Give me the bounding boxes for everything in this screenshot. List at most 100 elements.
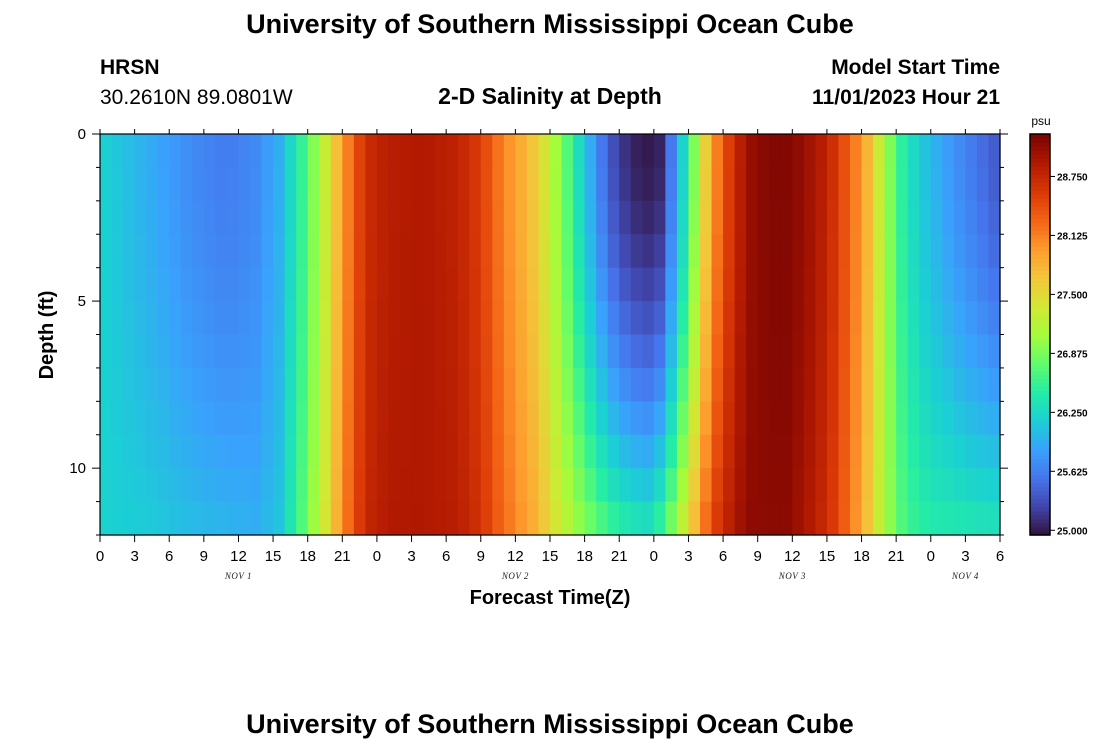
colorbar-segment: [1030, 330, 1050, 336]
heatmap-cell: [273, 434, 286, 469]
heatmap-cell: [388, 367, 401, 402]
heatmap-cell: [261, 134, 274, 169]
page-title-bottom: University of Southern Mississippi Ocean…: [246, 709, 854, 739]
heatmap-cell: [988, 501, 1001, 536]
heatmap-cell: [319, 234, 332, 269]
heatmap-cell: [457, 401, 470, 436]
colorbar-segment: [1030, 422, 1050, 428]
heatmap-cell: [884, 167, 897, 202]
heatmap-cell: [503, 367, 516, 402]
heatmap-cell: [861, 334, 874, 369]
heatmap-cell: [111, 301, 124, 336]
heatmap-cell: [676, 367, 690, 402]
heatmap-cell: [376, 301, 390, 336]
heatmap-cell: [353, 501, 366, 536]
heatmap-cell: [861, 167, 874, 202]
heatmap-cell: [688, 367, 701, 402]
heatmap-cell: [261, 501, 274, 536]
heatmap-cell: [769, 167, 782, 202]
colorbar-segment: [1030, 302, 1050, 308]
colorbar-segment: [1030, 162, 1050, 167]
heatmap-cell: [123, 234, 136, 269]
colorbar-segment: [1030, 294, 1050, 300]
colorbar-segment: [1030, 338, 1050, 344]
heatmap-cell: [123, 367, 136, 402]
heatmap-cell: [884, 267, 897, 302]
heatmap-cell: [769, 200, 782, 235]
heatmap-cell: [734, 267, 747, 302]
colorbar-unit: psu: [1031, 114, 1050, 128]
heatmap-cell: [965, 134, 978, 169]
heatmap-cell: [284, 301, 297, 336]
heatmap-cell: [630, 434, 643, 469]
heatmap-cell: [434, 267, 447, 302]
heatmap-cell: [273, 267, 286, 302]
heatmap-cell: [815, 200, 828, 235]
colorbar-segment: [1030, 230, 1050, 235]
heatmap-cell: [446, 200, 459, 235]
heatmap-cell: [400, 267, 413, 302]
heatmap-cell: [446, 134, 459, 169]
heatmap-cell: [919, 167, 932, 202]
heatmap-cell: [861, 367, 874, 402]
heatmap-cell: [238, 334, 251, 369]
heatmap-cell: [746, 468, 759, 503]
heatmap-cell: [976, 334, 990, 369]
heatmap-cell: [630, 167, 643, 202]
heatmap-cell: [942, 134, 955, 169]
heatmap-cell: [123, 334, 136, 369]
heatmap-cell: [780, 134, 793, 169]
heatmap-cell: [342, 234, 355, 269]
heatmap-cell: [111, 501, 124, 536]
heatmap-cell: [238, 234, 251, 269]
heatmap-cell: [388, 401, 401, 436]
heatmap-cell: [838, 434, 851, 469]
heatmap-cell: [965, 401, 978, 436]
heatmap-cell: [192, 334, 205, 369]
heatmap-cell: [330, 367, 343, 402]
heatmap-cell: [296, 334, 309, 369]
heatmap-cell: [319, 501, 332, 536]
heatmap-cell: [780, 267, 793, 302]
x-tick-label: 0: [650, 548, 658, 565]
heatmap-cell: [700, 200, 713, 235]
heatmap-cell: [273, 468, 286, 503]
heatmap-cell: [630, 367, 643, 402]
heatmap-cell: [723, 468, 736, 503]
heatmap-cell: [803, 367, 816, 402]
heatmap-cell: [480, 200, 493, 235]
heatmap-cell: [942, 234, 955, 269]
heatmap-cell: [526, 167, 540, 202]
heatmap-cell: [711, 401, 724, 436]
heatmap-cell: [492, 134, 505, 169]
heatmap-cell: [896, 468, 909, 503]
heatmap-cell: [550, 334, 563, 369]
heatmap-cell: [907, 167, 920, 202]
heatmap-cell: [446, 167, 459, 202]
heatmap-cell: [365, 367, 378, 402]
heatmap-cell: [273, 334, 286, 369]
heatmap-cell: [492, 167, 505, 202]
heatmap-cell: [388, 334, 401, 369]
heatmap-cell: [365, 134, 378, 169]
colorbar-segment: [1030, 450, 1050, 456]
x-tick-label: 18: [853, 548, 870, 565]
heatmap-cell: [596, 501, 609, 536]
colorbar-segment: [1030, 158, 1050, 163]
heatmap-cell: [803, 468, 816, 503]
colorbar-segment: [1030, 486, 1050, 492]
x-tick-label: 15: [265, 548, 282, 565]
heatmap-cell: [434, 434, 447, 469]
heatmap-cell: [769, 334, 782, 369]
heatmap-cell: [169, 267, 182, 302]
heatmap-cell: [111, 334, 124, 369]
heatmap-cell: [319, 301, 332, 336]
heatmap-cell: [665, 434, 678, 469]
colorbar-segment: [1030, 454, 1050, 460]
colorbar-segment: [1030, 346, 1050, 352]
heatmap-cell: [411, 301, 424, 336]
heatmap-cell: [676, 434, 690, 469]
heatmap-cell: [988, 200, 1001, 235]
heatmap-cell: [388, 501, 401, 536]
heatmap-cell: [157, 367, 170, 402]
